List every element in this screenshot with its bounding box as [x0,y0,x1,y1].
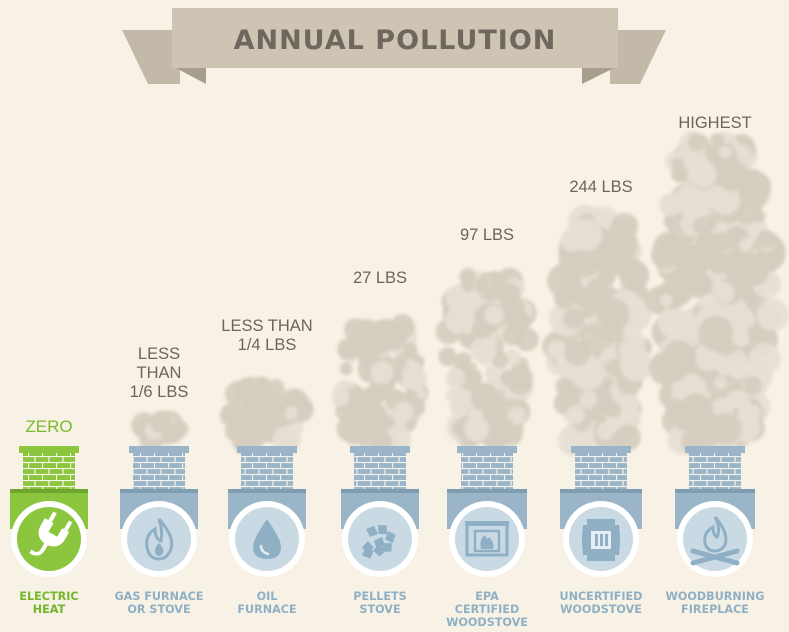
chimney-bricks [23,453,75,490]
chimney-base-shadow [341,489,419,493]
chimney-cap [19,446,79,453]
smoke-plume-epa [435,267,539,453]
ribbon-right-tail [610,30,666,84]
chimney-bricks [241,453,293,490]
label-epa-line-1: EPA [475,590,499,603]
chimney-base-shadow [675,489,755,493]
amount-woodburning-line-1: HIGHEST [678,114,751,132]
ribbon-left-tail [122,30,180,84]
amount-gas-line-2: THAN [137,364,182,382]
chimney-bricks [689,453,741,490]
chimney-cap [237,446,297,453]
amount-epa-line-1: 97 LBS [460,226,514,244]
label-electric-line-2: HEAT [33,603,66,616]
smoke-plume-oil [219,376,314,456]
chimney-bricks [133,453,185,490]
label-epa-line-2: CERTIFIED [455,603,520,616]
chimney-cap [350,446,410,453]
ribbon-right-fold [582,66,618,84]
title-ribbon: ANNUAL POLLUTION [122,8,666,84]
chimney-base-shadow [10,489,88,493]
label-uncertified-line-1: UNCERTIFIED [560,590,643,603]
label-electric-line-1: ELECTRIC [19,590,78,603]
amount-uncertified-line-1: 244 LBS [569,178,632,196]
chimney-bricks [354,453,406,490]
chimney-cap [457,446,517,453]
label-pellets-line-2: STOVE [359,603,400,616]
smoke-plume-woodburning [645,130,789,455]
amount-oil-line-2: 1/4 LBS [238,336,297,354]
smoke-plume-gas [131,410,189,451]
smoke-plume-uncertified [542,204,654,457]
chimney-bricks [575,453,627,490]
flame-icon [145,518,174,561]
campfire-icon [690,516,740,566]
label-oil-line-1: OIL [257,590,278,603]
pellets-icon [361,525,396,559]
ribbon-body [172,8,618,68]
label-woodburning-line-2: FIREPLACE [681,603,749,616]
chimney-base-shadow [120,489,198,493]
amount-electric-line-1: ZERO [25,417,72,436]
chimney-bricks [461,453,513,490]
chimney-cap [129,446,189,453]
label-gas-line-1: GAS FURNACE [114,590,203,603]
label-woodburning-line-1: WOODBURNING [666,590,765,603]
label-oil-line-2: FURNACE [237,603,296,616]
fireplace-insert-icon [465,521,509,557]
label-epa-line-3: WOODSTOVE [446,616,528,629]
chimney-cap [571,446,631,453]
label-uncertified-line-2: WOODSTOVE [560,603,642,616]
amount-pellets-line-1: 27 LBS [353,269,407,287]
chimney-base-shadow [447,489,527,493]
amount-gas-line-3: 1/6 LBS [130,383,189,401]
oil-drop-icon [253,519,281,559]
amount-oil-line-1: LESS THAN [221,317,312,335]
page-title: ANNUAL POLLUTION [234,25,557,56]
chimney-base-shadow [560,489,642,493]
ribbon-left-fold [172,66,206,84]
plug-icon [29,511,73,556]
label-pellets-line-1: PELLETS [353,590,406,603]
chimney-cap [685,446,745,453]
label-gas-line-2: OR STOVE [127,603,190,616]
woodstove-icon [582,519,620,561]
amount-gas-line-1: LESS [138,345,180,363]
smoke-plume-pellets [331,314,429,453]
chimney-base-shadow [228,489,306,493]
